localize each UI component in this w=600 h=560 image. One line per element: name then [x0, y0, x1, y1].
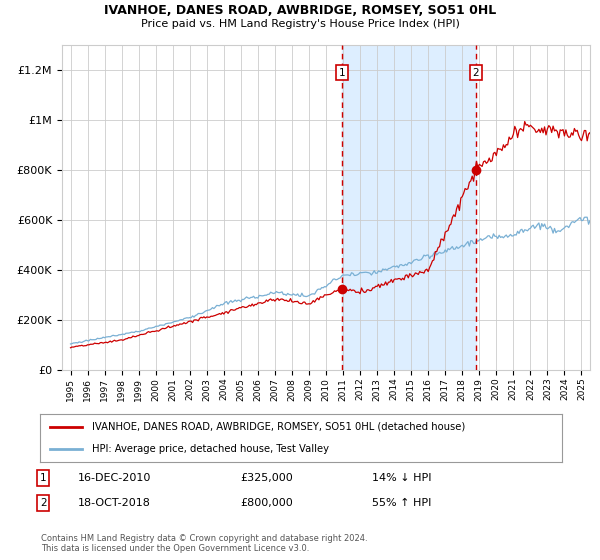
- Text: 55% ↑ HPI: 55% ↑ HPI: [372, 498, 431, 508]
- Text: HPI: Average price, detached house, Test Valley: HPI: Average price, detached house, Test…: [92, 444, 329, 454]
- Text: £325,000: £325,000: [240, 473, 293, 483]
- Text: 2: 2: [40, 498, 47, 508]
- Bar: [343, 45, 476, 370]
- Text: Price paid vs. HM Land Registry's House Price Index (HPI): Price paid vs. HM Land Registry's House …: [140, 19, 460, 29]
- Text: IVANHOE, DANES ROAD, AWBRIDGE, ROMSEY, SO51 0HL (detached house): IVANHOE, DANES ROAD, AWBRIDGE, ROMSEY, S…: [92, 422, 466, 432]
- Text: 16-DEC-2010: 16-DEC-2010: [78, 473, 151, 483]
- Text: £800,000: £800,000: [240, 498, 293, 508]
- Text: IVANHOE, DANES ROAD, AWBRIDGE, ROMSEY, SO51 0HL: IVANHOE, DANES ROAD, AWBRIDGE, ROMSEY, S…: [104, 4, 496, 17]
- Text: 18-OCT-2018: 18-OCT-2018: [78, 498, 151, 508]
- Text: 1: 1: [339, 68, 346, 77]
- Text: 14% ↓ HPI: 14% ↓ HPI: [372, 473, 431, 483]
- Text: 2: 2: [472, 68, 479, 77]
- Text: 1: 1: [40, 473, 47, 483]
- Text: Contains HM Land Registry data © Crown copyright and database right 2024.
This d: Contains HM Land Registry data © Crown c…: [41, 534, 367, 553]
